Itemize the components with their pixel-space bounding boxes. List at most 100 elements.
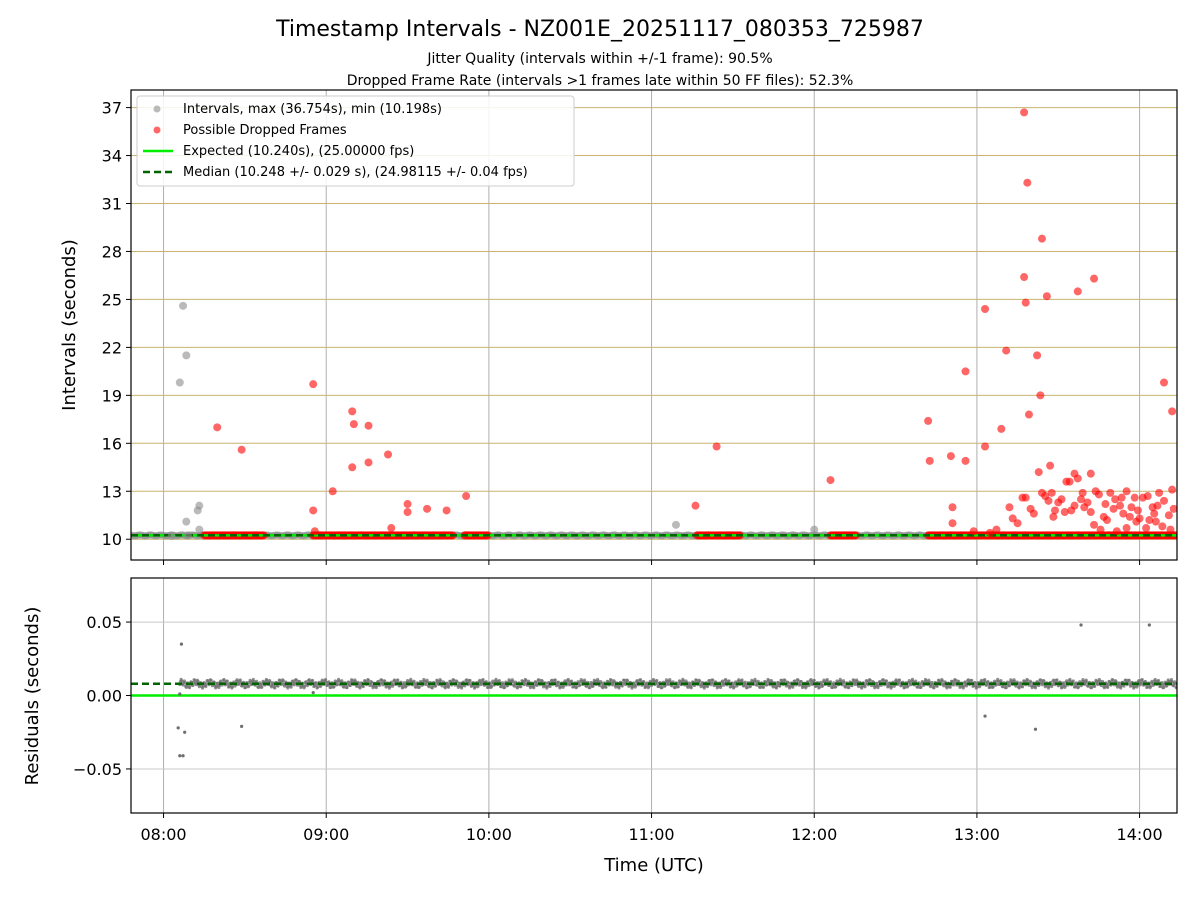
x-tick-label: 09:00 xyxy=(303,825,349,844)
interval-point xyxy=(671,520,680,529)
legend: Intervals, max (36.754s), min (10.198s) … xyxy=(136,95,575,187)
residual-point xyxy=(383,679,387,683)
residual-point xyxy=(345,686,349,690)
residual-point xyxy=(881,678,885,682)
residual-point xyxy=(1124,678,1128,682)
residual-point xyxy=(966,678,971,682)
residual-point xyxy=(676,685,680,689)
residual-point xyxy=(599,681,604,685)
intervals-plot: 10 13 16 19 22 25 28 31 34 37 Intervals (seconds)… xyxy=(59,89,1178,565)
dropped-frame-point xyxy=(969,527,978,536)
residual-point xyxy=(281,679,285,683)
residual-point xyxy=(247,684,251,688)
dropped-frame-point xyxy=(1166,525,1175,534)
intervals-y-tick-label: 25 xyxy=(102,290,122,309)
residual-point xyxy=(758,685,762,690)
dropped-frame-point xyxy=(1133,506,1142,515)
intervals-y-tick-label: 28 xyxy=(102,242,122,261)
residual-point xyxy=(486,685,490,689)
dropped-frame-point xyxy=(384,450,393,459)
dropped-frame-point xyxy=(1033,351,1042,360)
residual-point xyxy=(1068,677,1072,682)
dropped-frame-point xyxy=(925,456,934,465)
dropped-frame-point xyxy=(364,458,373,467)
residual-point xyxy=(294,678,298,682)
residual-point xyxy=(983,714,987,718)
residual-point xyxy=(991,685,995,689)
residual-point xyxy=(342,685,346,689)
residual-point xyxy=(1083,682,1087,686)
residual-point xyxy=(1156,678,1161,683)
residual-point xyxy=(256,685,261,690)
dropped-frame-point xyxy=(442,506,451,515)
dropped-frame-point xyxy=(992,525,1001,534)
residual-point xyxy=(187,686,192,690)
dropped-frame-point xyxy=(1109,504,1118,513)
legend-label-expected: Expected (10.240s), (25.00000 fps) xyxy=(183,144,414,159)
dropped-frame-point xyxy=(403,500,412,509)
dropped-frame-point xyxy=(1024,410,1033,419)
residual-point xyxy=(973,681,977,685)
residual-point xyxy=(524,678,528,683)
residual-point xyxy=(1111,678,1115,682)
dropped-frame-point xyxy=(1159,496,1168,505)
residual-point xyxy=(804,684,809,688)
x-tick-label: 12:00 xyxy=(791,825,837,844)
residual-point xyxy=(778,684,782,688)
residual-point xyxy=(178,692,182,696)
residual-point xyxy=(1117,681,1122,686)
residual-point xyxy=(588,686,592,690)
residual-point xyxy=(499,685,503,689)
residual-point xyxy=(809,678,813,682)
residual-point xyxy=(1039,678,1043,682)
dropped-frame-point xyxy=(1159,378,1168,387)
interval-point xyxy=(183,531,192,540)
dropped-frame-point xyxy=(309,506,318,515)
residual-point xyxy=(919,685,923,689)
residual-point xyxy=(935,684,939,688)
residual-point xyxy=(940,679,945,683)
residual-point xyxy=(578,683,582,687)
residual-point xyxy=(1071,679,1075,683)
residual-point xyxy=(575,685,579,689)
dropped-frame-point xyxy=(403,508,412,517)
residual-point xyxy=(1079,623,1083,627)
dropped-frame-point xyxy=(1005,503,1014,512)
dropped-frame-point xyxy=(213,423,222,432)
residual-point xyxy=(1052,678,1056,682)
residual-point xyxy=(620,684,624,688)
residual-point xyxy=(774,686,779,690)
residual-point xyxy=(660,685,664,689)
residual-point xyxy=(243,685,248,690)
residuals-y-axis-label: Residuals (seconds) xyxy=(22,607,43,786)
dropped-frame-point xyxy=(1046,461,1055,470)
dropped-frame-point xyxy=(1008,514,1017,523)
dropped-frame-point xyxy=(1034,468,1043,477)
residual-point xyxy=(1001,685,1005,689)
residual-point xyxy=(705,685,710,689)
residual-point xyxy=(1122,684,1126,688)
residual-point xyxy=(1029,680,1033,684)
residual-point xyxy=(1013,679,1017,684)
legend-marker-dropped xyxy=(153,126,161,134)
residual-point xyxy=(1162,685,1166,690)
dropped-frame-point xyxy=(1077,495,1086,504)
residual-point xyxy=(694,678,699,682)
residual-point xyxy=(540,679,544,683)
residual-point xyxy=(452,678,456,682)
residual-point xyxy=(1086,684,1090,688)
dropped-frame-point xyxy=(946,452,955,461)
intervals-x-ticks xyxy=(163,560,1141,565)
dropped-frame-point xyxy=(328,487,337,496)
dropped-frame-point xyxy=(1132,517,1141,526)
residual-point xyxy=(497,679,501,683)
dropped-frame-point xyxy=(1130,493,1139,502)
intervals-marks xyxy=(131,108,1177,541)
intervals-y-tick-label: 34 xyxy=(102,147,122,166)
dropped-frame-point xyxy=(981,442,990,451)
residual-point xyxy=(1076,685,1081,689)
dropped-frame-point xyxy=(1116,501,1125,510)
x-tick-label: 11:00 xyxy=(629,825,675,844)
residual-point xyxy=(740,678,744,682)
